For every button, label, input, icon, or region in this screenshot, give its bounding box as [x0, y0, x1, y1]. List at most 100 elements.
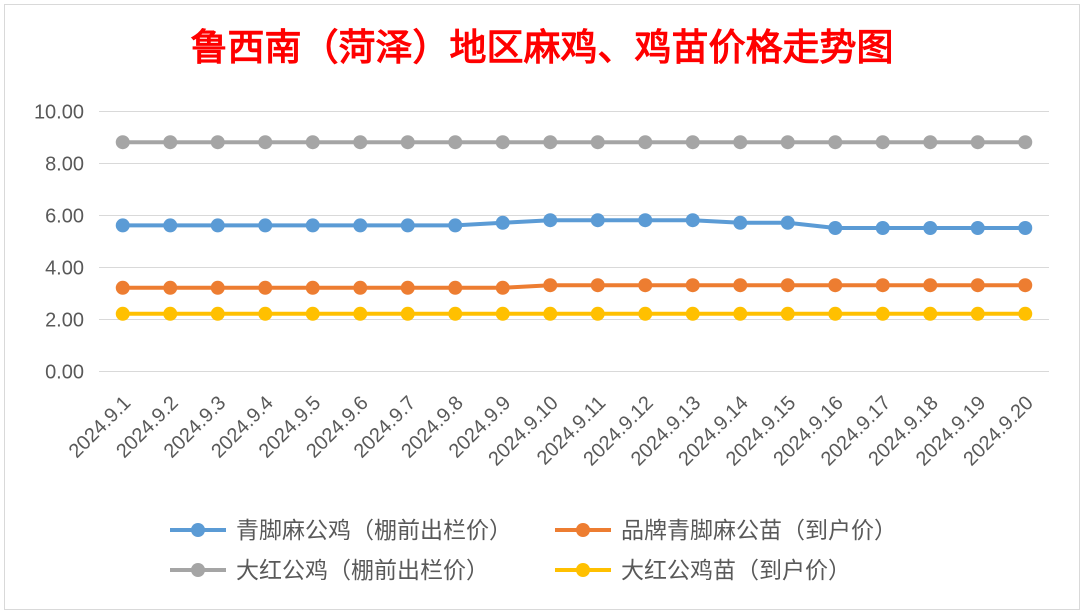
data-point	[543, 278, 558, 293]
data-point	[400, 218, 415, 233]
y-axis-labels: 0.00 2.00 4.00 6.00 8.00 10.00	[34, 102, 84, 384]
chart-border	[4, 4, 1080, 610]
legend-item: 大红公鸡苗（到户价）	[555, 557, 851, 583]
data-point	[448, 218, 463, 233]
data-point	[400, 306, 415, 321]
data-point	[923, 221, 938, 235]
data-point	[590, 306, 605, 321]
series-1	[115, 213, 1033, 235]
data-point	[543, 306, 558, 321]
data-point	[685, 135, 700, 150]
data-point	[970, 306, 985, 321]
data-point	[828, 306, 843, 321]
data-point	[115, 306, 130, 321]
data-point	[305, 280, 320, 295]
data-point	[638, 278, 653, 293]
data-point	[210, 135, 225, 150]
data-point	[210, 280, 225, 295]
series-3	[115, 135, 1033, 150]
data-point	[163, 280, 178, 295]
data-point	[258, 135, 273, 150]
data-point	[305, 218, 320, 233]
data-point	[780, 306, 795, 321]
series-2	[115, 278, 1033, 295]
data-point	[638, 306, 653, 321]
y-tick-label: 6.00	[45, 206, 84, 228]
data-point	[400, 280, 415, 295]
data-point	[353, 218, 368, 233]
legend-label: 大红公鸡（棚前出栏价）	[236, 557, 489, 583]
data-point	[115, 280, 130, 295]
data-point	[353, 280, 368, 295]
data-point	[448, 135, 463, 150]
legend-label: 大红公鸡苗（到户价）	[621, 557, 851, 583]
data-point	[828, 135, 843, 150]
series-line	[120, 218, 1028, 230]
data-point	[1018, 221, 1033, 235]
data-point	[258, 218, 273, 233]
data-point	[590, 213, 605, 228]
data-point	[590, 278, 605, 293]
data-point	[923, 306, 938, 321]
data-point	[258, 280, 273, 295]
data-point	[923, 278, 938, 293]
data-point	[210, 218, 225, 233]
legend-marker	[576, 523, 590, 537]
data-point	[448, 306, 463, 321]
data-point	[495, 215, 510, 230]
data-point	[970, 135, 985, 150]
data-point	[733, 278, 748, 293]
data-point	[733, 135, 748, 150]
data-point	[875, 278, 890, 293]
data-point	[1018, 306, 1033, 321]
series-4	[115, 306, 1033, 321]
data-point	[400, 135, 415, 150]
data-point	[780, 135, 795, 150]
data-point	[828, 278, 843, 293]
data-point	[733, 215, 748, 230]
data-point	[828, 221, 843, 235]
data-point	[1018, 135, 1033, 150]
y-tick-label: 4.00	[45, 258, 84, 280]
legend-marker	[191, 523, 205, 537]
y-tick-label: 2.00	[45, 310, 84, 332]
data-point	[495, 280, 510, 295]
gridlines	[99, 111, 1049, 372]
data-point	[495, 135, 510, 150]
data-point	[543, 213, 558, 228]
data-point	[875, 221, 890, 235]
data-point	[353, 306, 368, 321]
legend-label: 品牌青脚麻公苗（到户价）	[621, 517, 897, 543]
legend-label: 青脚麻公鸡（棚前出栏价）	[236, 517, 512, 543]
data-point	[638, 213, 653, 228]
data-point	[685, 213, 700, 228]
data-point	[970, 221, 985, 235]
legend-marker	[576, 563, 590, 577]
data-point	[780, 215, 795, 230]
data-point	[875, 306, 890, 321]
data-point	[733, 306, 748, 321]
data-point	[448, 280, 463, 295]
data-point	[258, 306, 273, 321]
series-group	[115, 135, 1033, 321]
data-point	[210, 306, 225, 321]
data-point	[923, 135, 938, 150]
legend-item: 品牌青脚麻公苗（到户价）	[555, 517, 897, 543]
data-point	[685, 278, 700, 293]
data-point	[970, 278, 985, 293]
y-tick-label: 10.00	[34, 102, 84, 124]
y-tick-label: 0.00	[45, 362, 84, 384]
data-point	[495, 306, 510, 321]
data-point	[115, 135, 130, 150]
data-point	[875, 135, 890, 150]
legend: 青脚麻公鸡（棚前出栏价） 品牌青脚麻公苗（到户价） 大红公鸡（棚前出栏价） 大红公鸡苗…	[170, 517, 897, 583]
data-point	[638, 135, 653, 150]
legend-marker	[191, 563, 205, 577]
data-point	[163, 135, 178, 150]
data-point	[163, 218, 178, 233]
data-point	[780, 278, 795, 293]
data-point	[353, 135, 368, 150]
chart-title: 鲁西南（菏泽）地区麻鸡、鸡苗价格走势图	[191, 25, 894, 69]
data-point	[590, 135, 605, 150]
